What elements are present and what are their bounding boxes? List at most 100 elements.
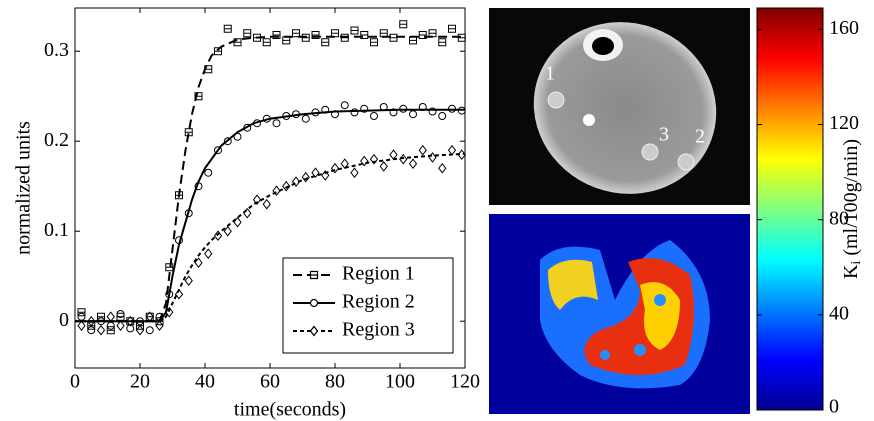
marker — [155, 320, 164, 332]
marker — [213, 230, 223, 242]
marker — [438, 38, 447, 47]
marker — [409, 110, 418, 119]
marker — [116, 310, 125, 318]
marker — [408, 158, 418, 170]
marker — [291, 176, 301, 188]
marker — [184, 275, 193, 287]
x-tick-label: 20 — [130, 371, 150, 393]
mri-image: 1 2 3 — [489, 8, 750, 205]
legend-label: Region 2 — [342, 291, 415, 313]
marker — [262, 198, 271, 210]
marker — [233, 38, 242, 47]
x-tick-label: 80 — [325, 371, 345, 393]
marker — [106, 321, 115, 330]
marker — [145, 311, 154, 323]
x-tick-label: 40 — [195, 371, 215, 393]
marker — [370, 38, 378, 47]
marker — [96, 324, 106, 336]
colorbar-tick-label: 80 — [829, 207, 849, 229]
marker — [409, 36, 417, 45]
x-axis-label: time(seconds) — [234, 399, 346, 421]
marker — [379, 29, 388, 38]
marker — [175, 236, 184, 245]
marker — [340, 158, 349, 170]
marker — [350, 167, 359, 179]
y-tick-label: 0 — [59, 309, 69, 331]
colorbar-label: Ki (ml/100g/min) — [840, 139, 865, 279]
marker — [282, 36, 291, 45]
marker — [438, 162, 447, 174]
marker — [301, 171, 310, 183]
legend-marker — [309, 298, 319, 308]
marker — [106, 326, 115, 335]
marker — [165, 290, 174, 299]
marker — [194, 257, 203, 269]
marker — [174, 288, 184, 300]
colorbar-tick-label: 120 — [829, 112, 859, 134]
marker — [243, 207, 252, 219]
marker — [321, 170, 330, 181]
marker — [399, 20, 408, 29]
legend-marker — [309, 270, 319, 280]
colorbar-tick-label: 0 — [829, 396, 839, 418]
marker — [106, 311, 115, 323]
y-tick-label: 0.1 — [44, 219, 69, 241]
marker — [438, 112, 447, 120]
marker — [223, 225, 232, 237]
marker — [340, 101, 349, 110]
y-axis-label: normalized units — [13, 121, 35, 255]
colorbar-label-sub: i — [849, 261, 864, 265]
marker — [418, 31, 427, 39]
x-tick-label: 60 — [260, 371, 280, 393]
marker — [379, 161, 388, 172]
marker — [253, 119, 262, 128]
marker — [77, 312, 86, 321]
x-tick-label: 120 — [450, 371, 480, 393]
marker — [457, 106, 466, 115]
region-label: 1 — [545, 63, 555, 85]
marker — [282, 180, 291, 192]
marker — [418, 144, 427, 156]
x-tick-label: 100 — [385, 371, 415, 393]
marker — [370, 112, 379, 120]
marker — [204, 168, 213, 177]
marker — [330, 162, 340, 174]
marker — [272, 119, 281, 128]
marker — [243, 29, 252, 38]
marker — [165, 306, 174, 318]
marker — [360, 155, 369, 167]
marker — [369, 153, 379, 165]
marker — [350, 26, 359, 35]
marker — [145, 326, 154, 335]
legend-label: Region 3 — [342, 319, 415, 341]
marker — [292, 29, 300, 38]
colorbar-label-main: K — [840, 264, 862, 279]
marker — [135, 324, 145, 336]
fit-line — [75, 35, 465, 323]
marker — [87, 326, 96, 335]
marker — [389, 33, 398, 42]
perfusion-map — [489, 214, 750, 414]
marker — [428, 29, 437, 38]
marker — [262, 38, 271, 47]
colorbar — [756, 7, 824, 411]
y-tick-label: 0.3 — [44, 39, 69, 61]
marker — [321, 38, 330, 47]
x-tick-label: 0 — [70, 371, 80, 393]
colorbar-tick-label: 160 — [829, 17, 859, 39]
marker — [223, 24, 232, 33]
marker — [272, 185, 281, 197]
marker — [331, 29, 339, 38]
marker — [126, 324, 135, 333]
fit-line — [75, 108, 465, 323]
marker — [165, 263, 174, 272]
marker — [77, 320, 86, 332]
legend-label: Region 1 — [342, 263, 415, 285]
marker — [145, 312, 154, 321]
legend-marker — [309, 325, 319, 337]
marker — [126, 315, 135, 327]
colorbar-label-unit: (ml/100g/min) — [840, 139, 862, 256]
marker — [204, 248, 213, 260]
region-label: 2 — [695, 126, 705, 148]
